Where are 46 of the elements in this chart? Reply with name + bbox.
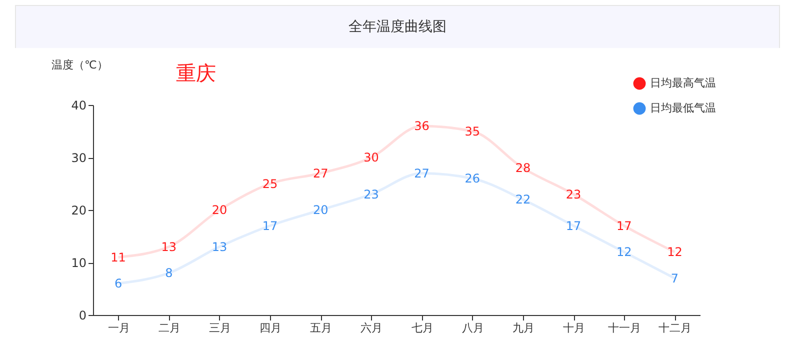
data-label: 36	[414, 119, 430, 133]
data-label: 12	[667, 245, 682, 259]
data-label: 7	[670, 271, 679, 286]
data-label: 17	[566, 218, 582, 233]
data-label: 23	[566, 187, 582, 202]
x-tick-label: 十月	[563, 322, 586, 334]
data-label: 26	[464, 172, 480, 186]
data-label: 30	[364, 150, 379, 164]
x-tick-label: 八月	[462, 322, 484, 334]
x-tick-label: 二月	[158, 322, 180, 334]
data-label: 11	[110, 250, 126, 264]
x-tick-label: 七月	[411, 322, 434, 334]
y-tick-label: 0	[78, 308, 86, 322]
legend-label: 日均最低气温	[650, 102, 716, 114]
data-label: 23	[364, 187, 379, 202]
y-tick-label: 10	[71, 256, 86, 270]
data-label: 27	[414, 166, 430, 180]
x-tick-label: 一月	[108, 322, 130, 334]
y-tick-label: 20	[71, 204, 86, 218]
data-label: 12	[616, 245, 632, 259]
x-tick-label: 九月	[512, 322, 534, 334]
x-tick-label: 六月	[360, 322, 383, 334]
data-label: 17	[616, 218, 632, 233]
data-label: 13	[161, 240, 177, 254]
data-label: 8	[165, 266, 173, 280]
chart-subtitle: 重庆	[176, 60, 216, 87]
data-label: 28	[515, 161, 531, 175]
data-label: 20	[212, 203, 228, 217]
data-label: 20	[312, 203, 328, 217]
y-tick-label: 40	[71, 98, 86, 112]
data-label: 35	[464, 124, 480, 138]
x-tick-label: 五月	[310, 322, 332, 334]
chart-title: 全年温度曲线图	[16, 6, 779, 48]
data-label: 22	[515, 192, 531, 206]
data-label: 25	[262, 176, 278, 191]
data-label: 17	[262, 218, 278, 233]
x-tick-label: 四月	[260, 322, 282, 334]
x-tick-label: 十二月	[658, 322, 692, 334]
data-label: 6	[114, 276, 122, 290]
y-tick-label: 30	[71, 151, 86, 165]
legend-label: 日均最高气温	[650, 76, 716, 90]
x-tick-label: 三月	[208, 322, 231, 334]
data-label: 27	[312, 166, 328, 180]
x-tick-label: 十一月	[608, 322, 642, 334]
y-axis-title: 温度（℃）	[52, 58, 108, 72]
data-label: 13	[212, 240, 228, 254]
